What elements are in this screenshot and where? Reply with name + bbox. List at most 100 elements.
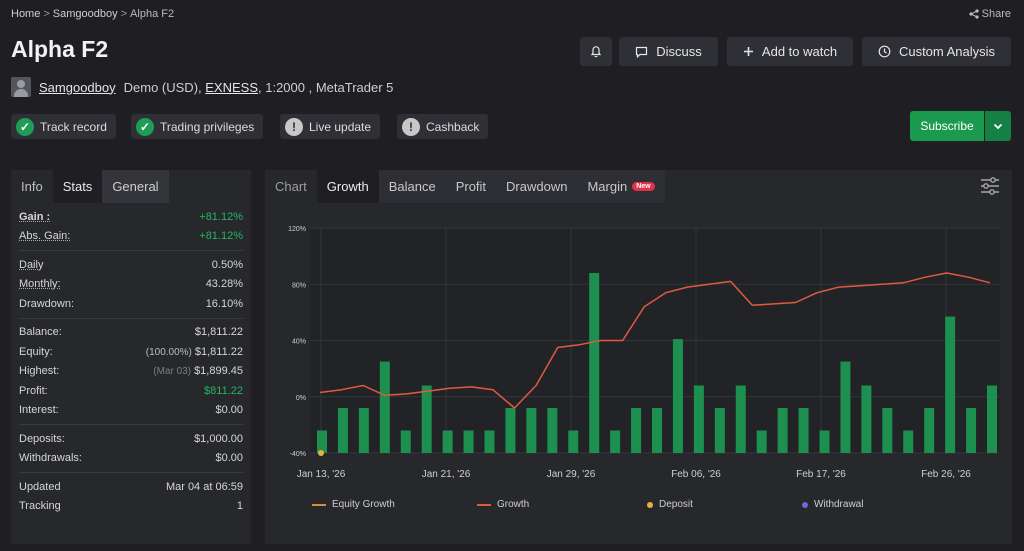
x-tick-label: Jan 13, '26 [297,469,346,480]
broker-link[interactable]: EXNESS [205,79,259,95]
stat-label: Profit: [19,384,48,397]
stat-label: Tracking [19,500,61,513]
discuss-button[interactable]: Discuss [619,37,718,66]
stat-label[interactable]: Daily [19,258,44,271]
tab-stats[interactable]: Stats [52,170,103,203]
growth-bar [379,361,390,453]
stat-withdrawals: Withdrawals: $0.00 [19,449,243,469]
tab-balance[interactable]: Balance [378,170,446,203]
growth-bar [861,385,872,453]
track-record-label: Track record [40,119,107,134]
live-update-badge[interactable]: ! Live update [280,114,381,139]
subscribe-button[interactable]: Subscribe [910,111,984,141]
avatar[interactable] [11,77,31,97]
x-tick-label: Feb 06, '26 [671,469,721,480]
tab-growth[interactable]: Growth [316,170,379,203]
exclamation-icon: ! [285,117,303,136]
tab-chart[interactable]: Chart [275,179,307,194]
legend-withdrawal[interactable]: Withdrawal [802,499,863,510]
legend-equity-growth[interactable]: Equity Growth [312,499,477,510]
growth-bar [568,430,579,453]
dot-swatch-icon [647,501,653,508]
stat-daily: Daily 0.50% [19,255,243,275]
tab-info[interactable]: Info [21,179,43,194]
add-to-watch-button[interactable]: Add to watch [727,37,853,66]
stat-label: Equity: [19,345,53,358]
line-swatch-icon [477,503,491,506]
legend-deposit[interactable]: Deposit [647,499,802,510]
growth-bar [442,430,453,453]
stat-value: 1 [236,500,243,513]
growth-bar [819,430,830,453]
subscribe-dropdown-button[interactable] [985,111,1011,141]
new-badge: New [632,182,655,191]
stat-value: $811.22 [204,384,243,397]
x-tick-label: Jan 21, '26 [422,469,471,480]
tab-margin[interactable]: Margin New [577,170,665,203]
growth-bar [924,408,935,453]
divider [19,250,243,251]
stat-value: +81.12% [199,210,243,223]
account-info: Samgoodboy Demo (USD), EXNESS, 1:2000 , … [11,77,393,97]
growth-bar [714,408,725,453]
stat-gain: Gain : +81.12% [19,207,243,227]
stat-tracking: Tracking 1 [19,497,243,517]
breadcrumb-home[interactable]: Home [11,8,41,20]
growth-bar [526,408,537,453]
y-tick-label: 120% [288,226,306,233]
line-swatch-icon [312,503,326,506]
stat-drawdown: Drawdown: 16.10% [19,294,243,314]
divider [19,317,243,319]
legend-growth[interactable]: Growth [477,499,647,510]
share-label: Share [981,8,1011,20]
account-type: Demo (USD), [123,79,202,95]
y-tick-label: -40% [290,451,306,458]
stat-value: 16.10% [205,297,243,310]
check-icon: ✓ [16,117,34,136]
breadcrumb-user[interactable]: Samgoodboy [52,8,118,20]
growth-bar [652,408,662,453]
growth-bar [945,316,956,453]
share-button[interactable]: Share [969,8,1011,20]
stat-label[interactable]: Gain : [19,210,51,223]
growth-bar [505,408,516,453]
check-icon: ✓ [136,117,154,136]
dot-swatch-icon [802,501,808,508]
tab-profit[interactable]: Profit [445,170,497,203]
tab-general[interactable]: General [102,170,169,203]
growth-bar [631,408,642,453]
stat-label: Withdrawals: [19,452,82,465]
growth-bar [610,430,621,453]
stat-label[interactable]: Abs. Gain: [19,230,71,243]
tab-drawdown[interactable]: Drawdown [496,170,578,203]
stat-equity: Equity: (100.00%) $1,811.22 [19,342,243,362]
growth-bar [693,385,704,453]
bell-icon [590,46,602,58]
custom-analysis-label: Custom Analysis [898,44,996,59]
growth-bar [400,430,411,453]
tab-margin-label: Margin [587,179,628,194]
growth-chart[interactable]: 120% 80% 40% 0% -40% Jan 13, '26 Jan 21, '26 Ja… [265,203,1012,493]
cashback-badge[interactable]: ! Cashback [397,114,489,139]
live-update-label: Live update [309,119,372,134]
custom-analysis-button[interactable]: Custom Analysis [862,37,1011,66]
growth-bar [798,408,809,453]
chart-legend: Equity Growth Growth Deposit Withdrawal [312,499,863,510]
growth-bar [547,408,558,453]
growth-bar [317,430,327,453]
track-record-badge[interactable]: ✓ Track record [11,114,116,139]
sliders-icon [981,177,999,195]
growth-bar [777,408,788,453]
stat-note: (100.00%) [145,346,192,358]
notification-button[interactable] [580,37,612,66]
stat-value: 43.28% [205,278,243,291]
plus-icon [743,47,753,56]
trading-privileges-badge[interactable]: ✓ Trading privileges [131,114,264,139]
stat-balance: Balance: $1,811.22 [19,323,243,343]
chart-settings-button[interactable] [980,177,1000,198]
stat-value: Mar 04 at 06:59 [165,480,243,493]
legend-label: Withdrawal [814,499,864,510]
growth-bar [421,385,432,453]
username-link[interactable]: Samgoodboy [39,79,116,95]
stat-label[interactable]: Monthly: [19,278,61,291]
